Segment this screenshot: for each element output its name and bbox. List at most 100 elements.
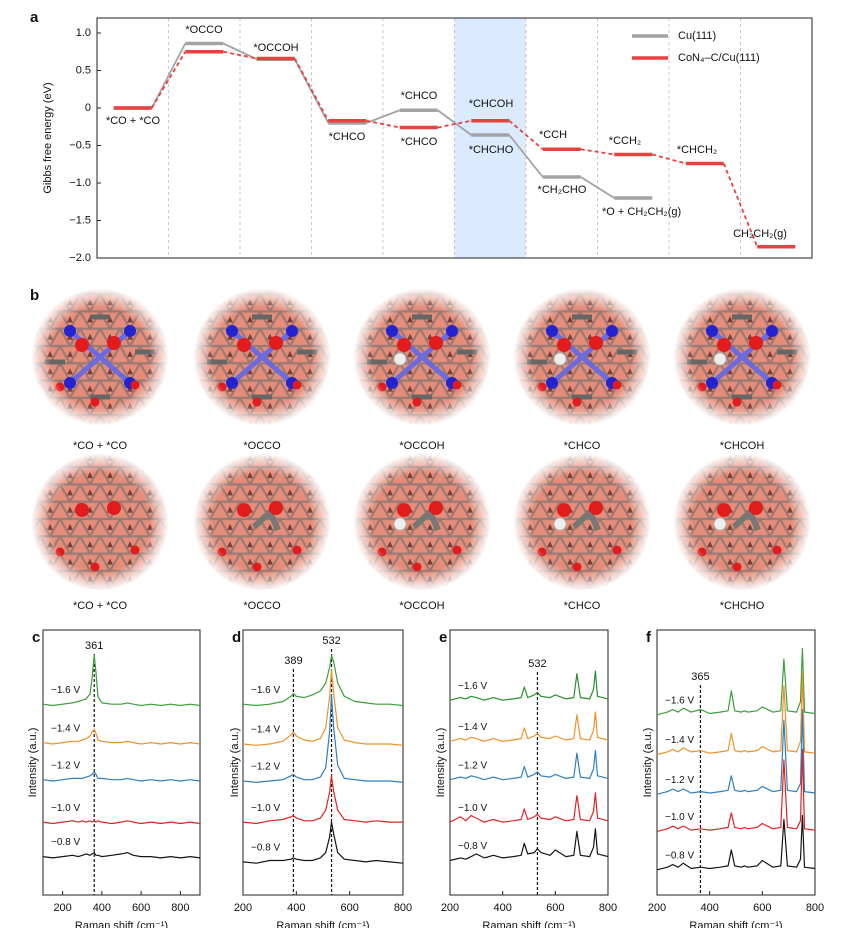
x-axis-label: Raman shift (cm⁻¹) — [75, 920, 168, 928]
state-label: *CH₂CHO — [538, 184, 587, 196]
structure — [31, 453, 169, 591]
spectrum — [242, 775, 403, 825]
x-axis-label: Raman shift (cm⁻¹) — [276, 920, 369, 928]
structure — [193, 453, 331, 591]
connector — [365, 109, 401, 124]
vignette — [673, 453, 811, 591]
series-label: −1.6 V — [665, 695, 695, 706]
series-label: −1.0 V — [251, 803, 281, 814]
y-tick-label: −0.5 — [69, 139, 91, 151]
x-tick-label: 400 — [93, 902, 111, 914]
structure — [673, 453, 811, 591]
x-tick-label: 200 — [234, 902, 252, 914]
vignette — [353, 288, 491, 426]
connector — [580, 148, 615, 156]
y-tick-label: 1.0 — [76, 27, 91, 39]
series-label: −1.6 V — [51, 685, 81, 696]
plot-frame — [96, 17, 813, 259]
structure-label: *OCCO — [243, 600, 281, 612]
plot-frame — [42, 629, 201, 896]
connector — [652, 153, 686, 165]
x-tick-label: 400 — [287, 902, 305, 914]
series-label: −1.0 V — [51, 803, 81, 814]
structure-label: *OCCO — [243, 440, 281, 452]
structure-label: *CHCO — [564, 440, 601, 452]
structure-label: *CHCO — [564, 600, 601, 612]
x-tick-label: 400 — [700, 902, 718, 914]
y-tick-label: −1.0 — [69, 177, 91, 189]
spectrum — [449, 670, 609, 701]
series-label: −1.2 V — [458, 760, 488, 771]
legend-label: Cu(111) — [678, 30, 716, 42]
state-label: CH₂CH₂(g) — [733, 228, 787, 240]
plot-frame — [449, 629, 609, 896]
panel-letter: a — [30, 9, 39, 26]
state-label: *CHCO — [401, 136, 438, 148]
vignette — [31, 288, 169, 426]
x-tick-label: 800 — [171, 902, 189, 914]
state-label: *O + CH₂CH₂(g) — [602, 206, 681, 218]
vignette — [513, 453, 651, 591]
structure-label: *CHCHO — [720, 600, 765, 612]
connector — [722, 163, 759, 248]
y-axis-label: Intensity (a.u.) — [27, 728, 39, 798]
x-tick-label: 600 — [132, 902, 150, 914]
vignette — [193, 453, 331, 591]
series-label: −0.8 V — [665, 850, 695, 861]
structure-label: *CHCOH — [720, 440, 765, 452]
vignette — [353, 453, 491, 591]
state-label: *CCH — [539, 129, 567, 141]
connector — [150, 51, 187, 109]
plot-frame — [242, 629, 404, 896]
state-label: *CCH₂ — [609, 135, 641, 147]
structure — [513, 288, 651, 426]
x-tick-label: 800 — [806, 902, 824, 914]
state-label: *CHCOH — [469, 98, 514, 110]
series-label: −1.4 V — [251, 725, 281, 736]
series-label: −1.6 V — [458, 681, 488, 692]
y-tick-label: −2.0 — [69, 252, 91, 264]
spectrum — [656, 647, 816, 716]
series-label: −1.4 V — [665, 735, 695, 746]
peak-label: 361 — [85, 640, 103, 652]
spectrum — [42, 728, 201, 745]
y-tick-label: 0.5 — [76, 64, 91, 76]
connector — [150, 43, 187, 109]
state-label: *CHCHO — [469, 144, 514, 156]
structure-label: *OCCOH — [399, 600, 444, 612]
structure — [193, 288, 331, 426]
state-label: *OCCOH — [253, 42, 298, 54]
spectrum — [656, 708, 816, 795]
vignette — [193, 288, 331, 426]
spectrum — [449, 828, 609, 862]
panel-letter: e — [439, 629, 447, 646]
x-tick-label: 600 — [340, 902, 358, 914]
y-axis-label: Intensity (a.u.) — [229, 728, 241, 798]
series-label: −1.6 V — [251, 685, 281, 696]
structure — [513, 453, 651, 591]
spectrum — [242, 654, 404, 707]
panel-letter: c — [32, 629, 40, 646]
connector — [508, 120, 544, 150]
spectrum — [449, 711, 609, 742]
x-tick-label: 800 — [599, 902, 617, 914]
x-tick-label: 200 — [53, 902, 71, 914]
structure-label: *CO + *CO — [73, 600, 128, 612]
panel-letter: d — [232, 629, 241, 646]
series-label: −1.0 V — [458, 803, 488, 814]
x-tick-label: 800 — [394, 902, 412, 914]
structure — [353, 453, 491, 591]
x-tick-label: 200 — [441, 902, 459, 914]
state-label: *CO + *CO — [106, 115, 161, 127]
state-label: *CHCO — [329, 131, 366, 143]
spectrum — [242, 694, 404, 783]
vignette — [31, 453, 169, 591]
spectrum — [242, 669, 404, 746]
peak-label: 365 — [691, 671, 709, 683]
legend-label: CoN₄–C/Cu(111) — [678, 52, 760, 64]
spectrum — [449, 750, 609, 781]
x-axis-label: Raman shift (cm⁻¹) — [482, 920, 575, 928]
connector — [366, 119, 400, 129]
state-label: *CHCH₂ — [677, 144, 717, 156]
